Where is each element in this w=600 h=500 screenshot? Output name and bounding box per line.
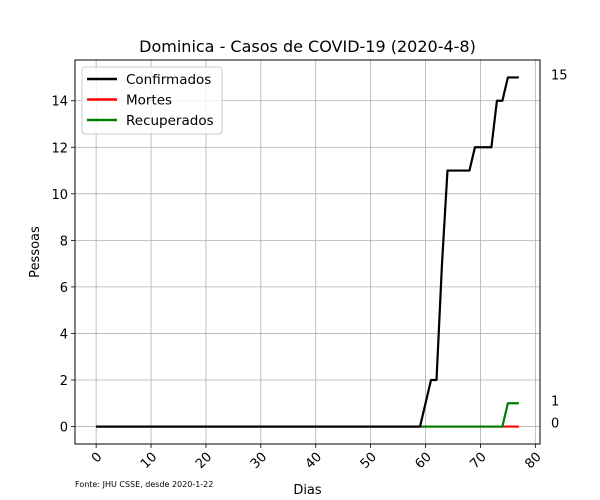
y-tick-label: 12 <box>51 141 68 156</box>
y-tick-label: 14 <box>51 95 68 110</box>
end-label-recuperados: 1 <box>551 394 559 409</box>
x-ticks: 0 10 20 30 40 50 60 70 80 <box>89 444 545 472</box>
y-tick-label: 2 <box>60 374 68 389</box>
y-ticks: 0 2 4 6 8 10 12 14 <box>51 95 75 436</box>
series-line-confirmados <box>96 76 519 428</box>
legend-label-mortes: Mortes <box>126 93 172 109</box>
y-axis-label: Pessoas <box>28 226 43 278</box>
y-tick-label: 8 <box>60 234 68 249</box>
x-tick-label: 20 <box>193 450 215 472</box>
source-note: Fonte: JHU CSSE, desde 2020-1-22 <box>75 480 213 489</box>
end-label-mortes: 0 <box>551 417 559 432</box>
plot-frame <box>74 59 541 445</box>
legend-box <box>81 66 223 135</box>
legend-label-confirmados: Confirmados <box>126 72 211 88</box>
x-tick-label: 80 <box>522 450 544 472</box>
y-tick-label: 0 <box>60 421 68 436</box>
series-lines <box>96 76 519 428</box>
x-tick-label: 10 <box>138 450 160 472</box>
x-tick-label: 60 <box>413 450 435 472</box>
series-line-recuperados <box>96 402 519 428</box>
x-tick-label: 30 <box>248 450 270 472</box>
legend-label-recuperados: Recuperados <box>126 113 214 129</box>
y-tick-label: 6 <box>60 281 68 296</box>
chart-title: Dominica - Casos de COVID-19 (2020-4-8) <box>139 37 476 56</box>
y-tick-label: 4 <box>60 327 68 342</box>
x-tick-label: 70 <box>467 450 489 472</box>
x-tick-label: 50 <box>358 450 380 472</box>
legend: Confirmados Mortes Recuperados <box>81 66 223 135</box>
x-axis-label: Dias <box>293 483 322 498</box>
grid <box>75 60 540 444</box>
x-tick-label: 40 <box>303 450 325 472</box>
y-tick-label: 10 <box>51 188 68 203</box>
end-label-confirmados: 15 <box>551 68 568 83</box>
x-tick-label: 0 <box>89 450 105 466</box>
